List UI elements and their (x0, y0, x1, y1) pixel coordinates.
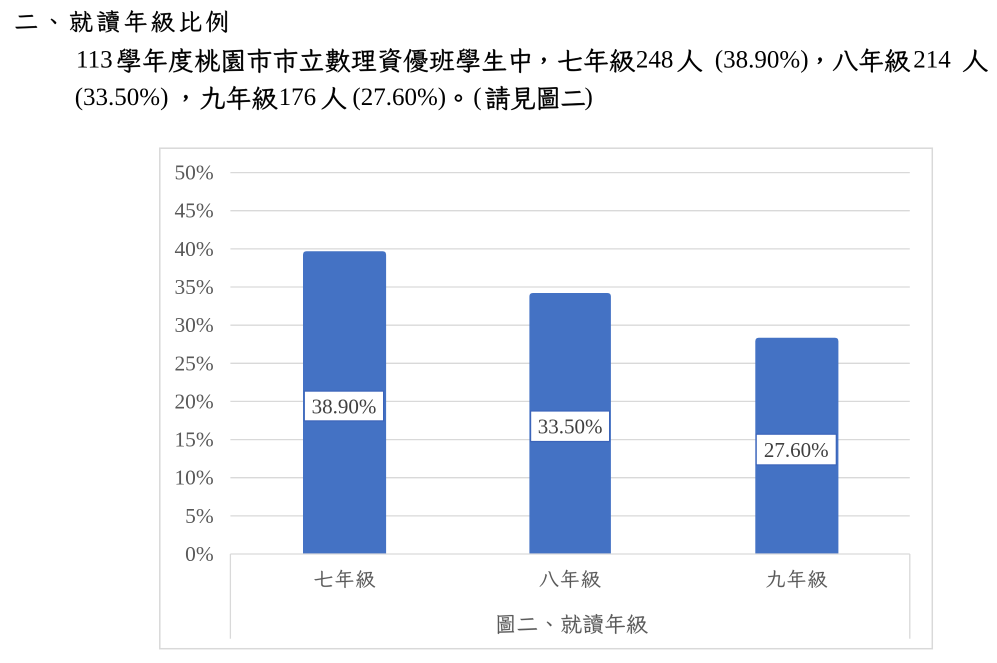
svg-text:113: 113 (76, 46, 113, 73)
svg-text:35%: 35% (174, 275, 213, 299)
svg-text:(33.50%): (33.50%) (75, 84, 169, 111)
svg-text:0%: 0% (185, 542, 214, 566)
svg-text:25%: 25% (174, 351, 213, 375)
svg-text:10%: 10% (174, 466, 213, 490)
svg-text:): ) (585, 84, 593, 111)
svg-text:45%: 45% (174, 199, 213, 223)
svg-text:33.50%: 33.50% (538, 415, 603, 439)
svg-text:(27.60%): (27.60%) (352, 84, 446, 111)
svg-text:50%: 50% (174, 161, 213, 185)
svg-text:30%: 30% (174, 313, 213, 337)
svg-text:176: 176 (279, 84, 317, 111)
svg-text:(38.90%): (38.90%) (715, 46, 809, 73)
svg-text:40%: 40% (174, 237, 213, 261)
svg-text:27.60%: 27.60% (764, 438, 829, 462)
svg-text:20%: 20% (174, 389, 213, 413)
svg-text:214: 214 (913, 46, 951, 73)
svg-text:5%: 5% (185, 504, 214, 528)
svg-text:248: 248 (636, 46, 674, 73)
svg-text:(: ( (473, 84, 481, 111)
svg-text:38.90%: 38.90% (312, 394, 377, 418)
svg-text:15%: 15% (174, 428, 213, 452)
